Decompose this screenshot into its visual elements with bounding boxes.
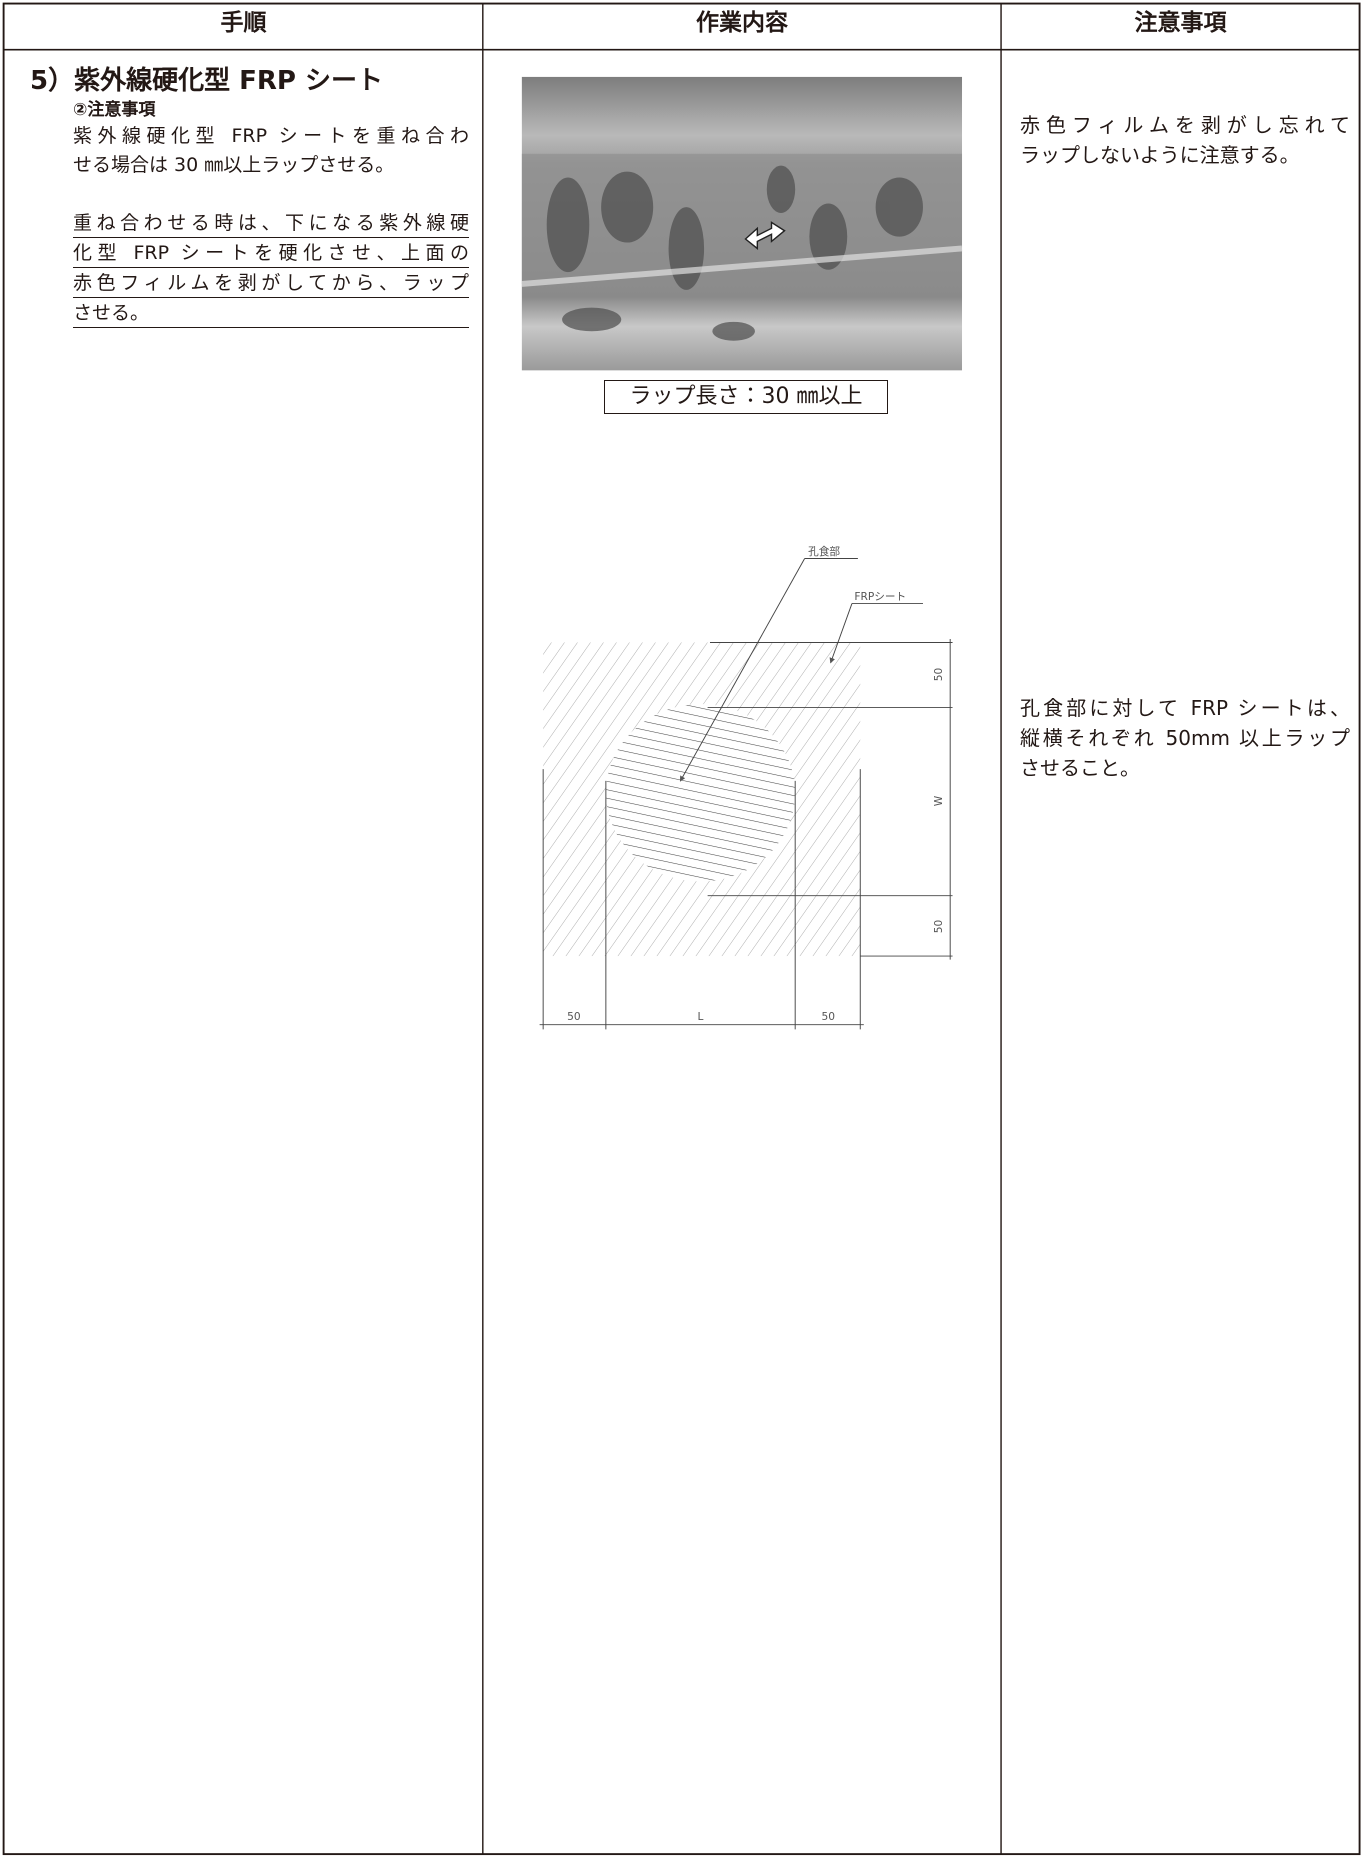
note-line: させること。 — [1020, 756, 1140, 780]
dimension-label: 50 — [932, 919, 945, 933]
step-underlined-line: 化型 FRP シートを硬化させ、上面の — [73, 240, 469, 268]
step-underlined-line: 重ね合わせる時は、下になる紫外線硬 — [73, 210, 469, 238]
column-header: 作業内容 — [696, 10, 788, 36]
diagram-label: FRPシート — [854, 590, 906, 603]
dimension-label: 50 — [932, 667, 945, 681]
dimension-label: 50 — [567, 1010, 581, 1023]
note: 赤色フィルムを剥がし忘れて ラップしないように注意する。 — [1020, 110, 1350, 170]
step-underlined-line: 赤色フィルムを剥がしてから、ラップ — [73, 270, 469, 298]
dimension-label: L — [698, 1010, 704, 1023]
note-line: 赤色フィルムを剥がし忘れて — [1020, 113, 1350, 137]
column-header: 注意事項 — [1134, 10, 1227, 36]
step-subtitle: ②注意事項 — [73, 100, 156, 120]
diagram-label: 孔食部 — [808, 545, 840, 558]
note-line: 縦横それぞれ 50mm 以上ラップ — [1020, 726, 1350, 750]
column-header: 手順 — [220, 10, 267, 36]
step-underlined-line: させる。 — [73, 300, 469, 328]
note-line: ラップしないように注意する。 — [1020, 143, 1300, 167]
photo — [521, 76, 963, 371]
step-body: ②注意事項 紫外線硬化型 FRP シートを重ね合わ せる場合は 30 ㎜以上ラップ… — [73, 98, 469, 328]
step-title: 5）紫外線硬化型 FRP シート — [30, 66, 384, 96]
note-line: 孔食部に対して FRP シートは、 — [1020, 696, 1350, 720]
note: 孔食部に対して FRP シートは、 縦横それぞれ 50mm 以上ラップ させること。 — [1020, 693, 1350, 783]
dimension-label: W — [932, 795, 945, 806]
step-text-line: 紫外線硬化型 FRP シートを重ね合わ — [73, 125, 469, 147]
diagram: 孔食部 FRPシート 50 W 50 50 L 50 — [539, 545, 953, 1030]
photo-caption: ラップ長さ：30 ㎜以上 — [604, 380, 888, 414]
dimension-label: 50 — [822, 1010, 836, 1023]
step-cell: 5）紫外線硬化型 FRP シート ②注意事項 紫外線硬化型 FRP シートを重ね… — [30, 64, 475, 328]
step-text-line: せる場合は 30 ㎜以上ラップさせる。 — [73, 154, 395, 176]
